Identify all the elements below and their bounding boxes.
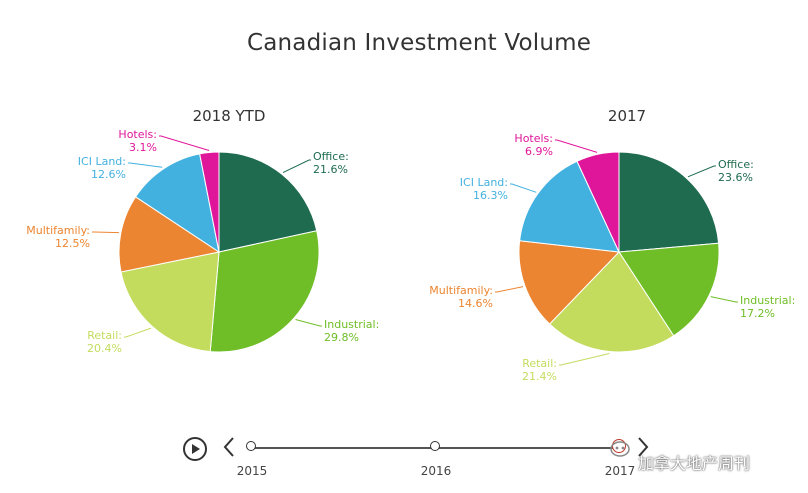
pie-slice-retail[interactable] (548, 251, 675, 353)
slice-label-value: 23.6% (718, 171, 753, 184)
timeline-point-2015[interactable] (246, 441, 256, 451)
slice-label-value: 29.8% (324, 331, 359, 344)
leader-line (687, 165, 716, 178)
slice-label-name: ICI Land: (460, 176, 508, 189)
pie-title-2017: 2017 (608, 107, 646, 125)
slice-label-name: Industrial: (740, 294, 795, 307)
pie-slice-multifamily[interactable] (118, 196, 221, 273)
slice-label-name: ICI Land: (78, 155, 126, 168)
slice-label-value: 17.2% (740, 307, 775, 320)
leader-line (159, 135, 210, 151)
timeline-label-2016: 2016 (420, 464, 452, 478)
leader-line (92, 231, 119, 234)
timeline-label-2017: 2017 (604, 464, 636, 478)
pie-slice-industrial[interactable] (209, 230, 320, 353)
pie-2018-ytd: Office:21.6% Industrial:29.8% Retail:20.4%… (26, 128, 379, 355)
slice-label-value: 12.6% (91, 168, 126, 181)
leader-line (124, 327, 152, 338)
slice-label-name: Multifamily: (26, 224, 90, 237)
next-button[interactable] (636, 436, 650, 458)
slice-label-value: 20.4% (87, 342, 122, 355)
pie-slice-retail[interactable] (120, 251, 220, 353)
pie-title-2018: 2018 YTD (193, 107, 266, 125)
leader-line (559, 353, 610, 366)
chevron-right-icon (638, 437, 649, 457)
slice-label-value: 14.6% (458, 297, 493, 310)
leader-line (282, 159, 311, 174)
play-button[interactable] (183, 437, 207, 461)
watermark-text: 加拿大地产周刊 (638, 454, 751, 473)
pie-slice-hotels[interactable] (576, 151, 620, 253)
slice-label-value: 3.1% (129, 141, 157, 154)
watermark-logo-icon (610, 441, 630, 457)
pie-slice-industrial[interactable] (618, 242, 720, 337)
leader-line (555, 139, 598, 153)
page-title: Canadian Investment Volume (246, 30, 592, 56)
slice-label-value: 12.5% (55, 237, 90, 250)
pie-slice-ici-land[interactable] (134, 153, 220, 254)
slice-label-name: Industrial: (324, 318, 379, 331)
slice-label-name: Multifamily: (429, 284, 493, 297)
timeline-point-2016[interactable] (430, 441, 440, 451)
pie-slice-multifamily[interactable] (518, 240, 621, 325)
chevron-left-icon (223, 437, 234, 457)
slice-label-value: 16.3% (473, 189, 508, 202)
timeline-label-2015: 2015 (236, 464, 268, 478)
slice-label-value: 21.4% (522, 370, 557, 383)
previous-button[interactable] (222, 436, 236, 458)
slice-label-value: 6.9% (525, 145, 553, 158)
slice-label-name: Retail: (522, 357, 557, 370)
pie-slice-office[interactable] (218, 151, 318, 253)
leader-line (495, 286, 524, 293)
leader-line (510, 183, 537, 193)
play-icon (192, 444, 200, 454)
slice-label-value: 21.6% (313, 163, 348, 176)
pie-slice-office[interactable] (618, 151, 720, 253)
slice-label-name: Hotels: (118, 128, 157, 141)
pie-slice-ici-land[interactable] (519, 160, 620, 253)
leader-line (128, 162, 163, 168)
pie-slice-hotels[interactable] (199, 151, 220, 253)
slice-label-name: Retail: (87, 329, 122, 342)
leader-line (710, 296, 738, 303)
slice-label-name: Hotels: (514, 132, 553, 145)
slice-label-name: Office: (718, 158, 754, 171)
pie-2017: Office:23.6% Industrial:17.2% Retail:21.4%… (429, 132, 795, 383)
leader-line (295, 319, 322, 327)
slice-label-name: Office: (313, 150, 349, 163)
